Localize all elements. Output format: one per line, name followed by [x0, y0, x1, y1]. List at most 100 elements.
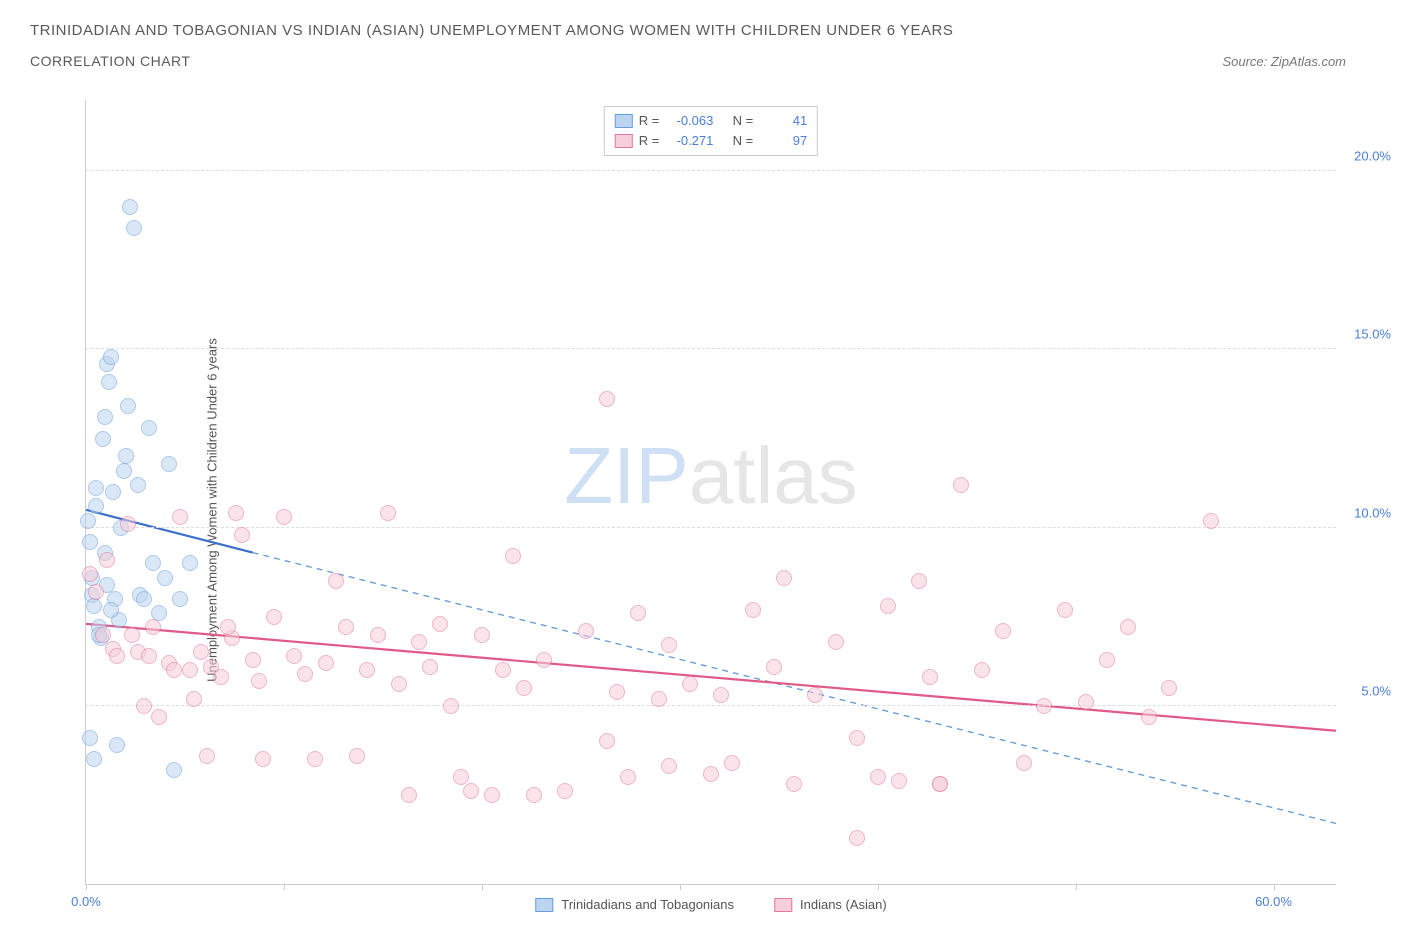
- y-tick-label: 10.0%: [1354, 505, 1391, 520]
- data-point: [359, 662, 375, 678]
- data-point: [1036, 698, 1052, 714]
- data-point: [113, 520, 129, 536]
- data-point: [891, 773, 907, 789]
- data-point: [172, 509, 188, 525]
- x-tick-label: 0.0%: [71, 894, 101, 909]
- data-point: [97, 409, 113, 425]
- data-point: [349, 748, 365, 764]
- data-point: [328, 573, 344, 589]
- data-point: [141, 648, 157, 664]
- data-point: [84, 570, 100, 586]
- data-point: [422, 659, 438, 675]
- data-point: [82, 534, 98, 550]
- data-point: [411, 634, 427, 650]
- data-point: [120, 398, 136, 414]
- data-point: [318, 655, 334, 671]
- data-point: [1078, 694, 1094, 710]
- chart-subtitle: CORRELATION CHART: [30, 53, 190, 69]
- watermark-zip: ZIP: [564, 431, 688, 520]
- legend-r-value: -0.271: [665, 131, 713, 151]
- x-tick-label: 60.0%: [1255, 894, 1292, 909]
- data-point: [297, 666, 313, 682]
- x-tick-mark: [86, 884, 87, 890]
- data-point: [807, 687, 823, 703]
- data-point: [932, 776, 948, 792]
- data-point: [276, 509, 292, 525]
- data-point: [849, 730, 865, 746]
- data-point: [99, 356, 115, 372]
- data-point: [97, 545, 113, 561]
- data-point: [1016, 755, 1032, 771]
- gridline: [86, 348, 1336, 349]
- legend-r-label: R =: [639, 111, 660, 131]
- data-point: [370, 627, 386, 643]
- data-point: [111, 612, 127, 628]
- series-legend-item: Indians (Asian): [774, 897, 887, 912]
- data-point: [151, 605, 167, 621]
- data-point: [126, 220, 142, 236]
- data-point: [474, 627, 490, 643]
- data-point: [391, 676, 407, 692]
- legend-n-value: 97: [759, 131, 807, 151]
- stats-legend-row: R =-0.271 N =97: [615, 131, 807, 151]
- gridline: [86, 527, 1336, 528]
- data-point: [103, 602, 119, 618]
- data-point: [161, 456, 177, 472]
- source-label: Source: ZipAtlas.com: [1222, 54, 1376, 69]
- data-point: [91, 627, 107, 643]
- data-point: [453, 769, 469, 785]
- data-point: [932, 776, 948, 792]
- data-point: [193, 644, 209, 660]
- data-point: [103, 349, 119, 365]
- stats-legend: R =-0.063 N =41R =-0.271 N =97: [604, 106, 818, 156]
- data-point: [109, 737, 125, 753]
- data-point: [130, 644, 146, 660]
- data-point: [120, 516, 136, 532]
- data-point: [380, 505, 396, 521]
- data-point: [161, 655, 177, 671]
- data-point: [536, 652, 552, 668]
- data-point: [682, 676, 698, 692]
- data-point: [224, 630, 240, 646]
- series-legend-label: Indians (Asian): [800, 897, 887, 912]
- data-point: [182, 662, 198, 678]
- data-point: [172, 591, 188, 607]
- data-point: [432, 616, 448, 632]
- data-point: [505, 548, 521, 564]
- title-block: TRINIDADIAN AND TOBAGONIAN VS INDIAN (AS…: [0, 0, 1406, 79]
- data-point: [1161, 680, 1177, 696]
- data-point: [105, 641, 121, 657]
- legend-n-label: N =: [733, 111, 754, 131]
- data-point: [88, 584, 104, 600]
- chart-title: TRINIDADIAN AND TOBAGONIAN VS INDIAN (AS…: [30, 22, 1376, 39]
- data-point: [338, 619, 354, 635]
- chart-area: Unemployment Among Women with Children U…: [30, 100, 1396, 920]
- data-point: [266, 609, 282, 625]
- data-point: [118, 448, 134, 464]
- data-point: [136, 698, 152, 714]
- data-point: [922, 669, 938, 685]
- data-point: [228, 505, 244, 521]
- y-tick-label: 5.0%: [1361, 683, 1391, 698]
- data-point: [88, 498, 104, 514]
- data-point: [95, 627, 111, 643]
- data-point: [166, 762, 182, 778]
- data-point: [776, 570, 792, 586]
- data-point: [661, 637, 677, 653]
- series-legend: Trinidadians and TobagoniansIndians (Asi…: [535, 897, 886, 912]
- data-point: [599, 733, 615, 749]
- data-point: [516, 680, 532, 696]
- data-point: [124, 627, 140, 643]
- data-point: [91, 619, 107, 635]
- data-point: [599, 391, 615, 407]
- data-point: [105, 484, 121, 500]
- trend-lines: [86, 100, 1336, 884]
- legend-r-label: R =: [639, 131, 660, 151]
- data-point: [745, 602, 761, 618]
- data-point: [463, 783, 479, 799]
- data-point: [99, 552, 115, 568]
- data-point: [661, 758, 677, 774]
- data-point: [99, 577, 115, 593]
- x-tick-mark: [1274, 884, 1275, 890]
- data-point: [82, 730, 98, 746]
